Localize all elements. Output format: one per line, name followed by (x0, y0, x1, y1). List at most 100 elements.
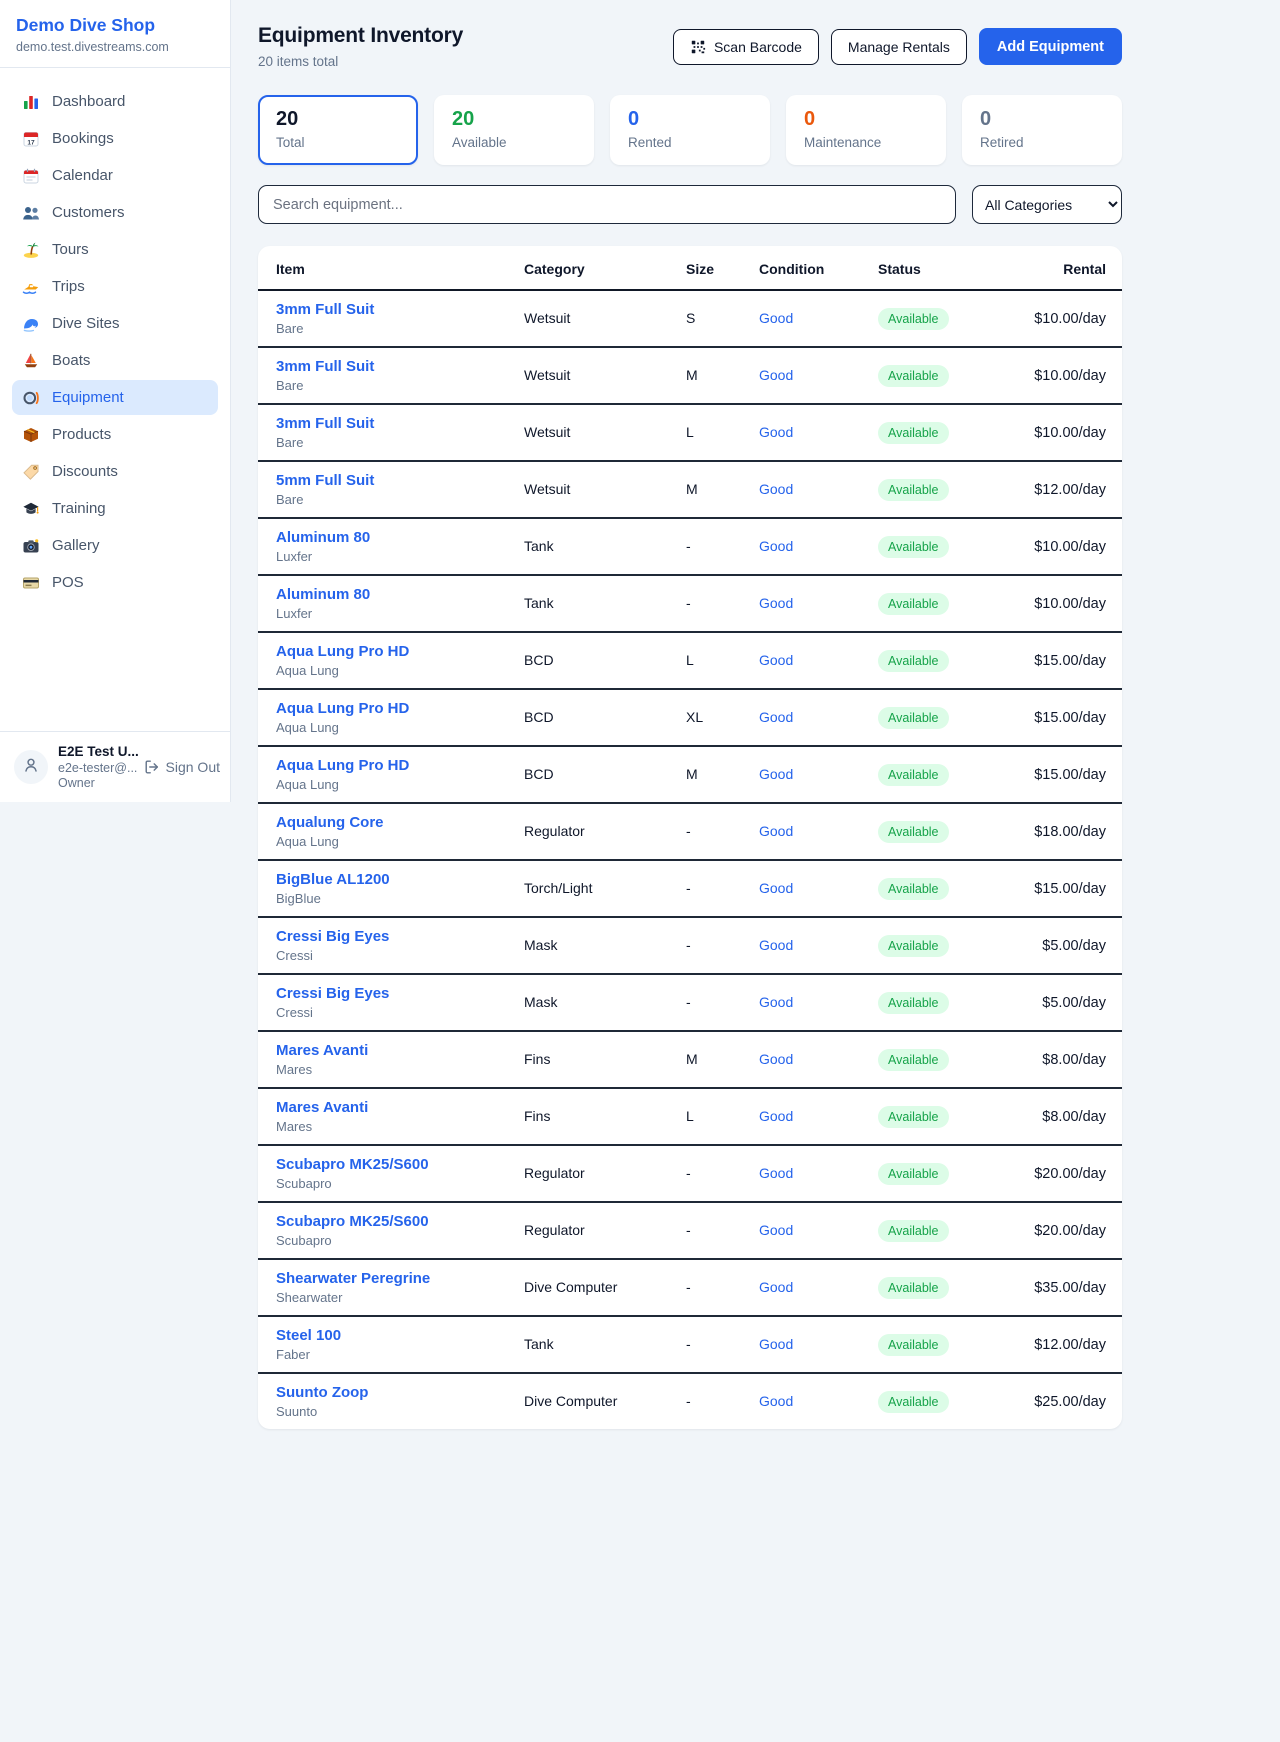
item-brand: Bare (276, 321, 304, 336)
item-name-link[interactable]: Mares Avanti (276, 1099, 369, 1116)
table-row: 3mm Full Suit Bare Wetsuit M Good Availa… (258, 347, 1122, 405)
size-cell: - (686, 537, 691, 554)
category-cell: Regulator (524, 822, 585, 839)
item-name-link[interactable]: Aqua Lung Pro HD (276, 757, 410, 774)
item-name-link[interactable]: Aqua Lung Pro HD (276, 700, 410, 717)
table-row: 3mm Full Suit Bare Wetsuit S Good Availa… (258, 290, 1122, 348)
sidebar-item-trips[interactable]: Trips (12, 269, 218, 304)
condition-link[interactable]: Good (759, 936, 794, 953)
sidebar-item-equipment[interactable]: Equipment (12, 380, 218, 415)
sidebar-item-boats[interactable]: Boats (12, 343, 218, 378)
rental-cell: $10.00/day (1034, 595, 1106, 612)
item-brand: Bare (276, 435, 304, 450)
stat-label: Maintenance (804, 135, 882, 150)
brand-domain: demo.test.divestreams.com (16, 40, 169, 54)
item-name-link[interactable]: 5mm Full Suit (276, 472, 375, 489)
condition-link[interactable]: Good (759, 822, 794, 839)
condition-link[interactable]: Good (759, 1278, 794, 1295)
sidebar-item-label: Trips (52, 278, 85, 295)
sidebar-item-pos[interactable]: POS (12, 565, 218, 600)
sidebar-item-discounts[interactable]: Discounts (12, 454, 218, 489)
category-select[interactable]: All Categories (972, 185, 1122, 224)
condition-link[interactable]: Good (759, 309, 794, 326)
sidebar-item-gallery[interactable]: Gallery (12, 528, 218, 563)
item-name-link[interactable]: Aluminum 80 (276, 529, 371, 546)
condition-link[interactable]: Good (759, 765, 794, 782)
condition-link[interactable]: Good (759, 879, 794, 896)
stat-card-maintenance[interactable]: 0 Maintenance (786, 95, 946, 165)
column-header-rental: Rental (1028, 246, 1122, 291)
size-cell: - (686, 822, 691, 839)
item-name-link[interactable]: Steel 100 (276, 1327, 342, 1344)
condition-link[interactable]: Good (759, 423, 794, 440)
table-row: BigBlue AL1200 BigBlue Torch/Light - Goo… (258, 860, 1122, 918)
size-cell: - (686, 594, 691, 611)
manage-rentals-button[interactable]: Manage Rentals (830, 28, 967, 65)
sidebar-user-section: E2E Test U... e2e-tester@... Owner Sign … (0, 731, 230, 802)
item-name-link[interactable]: Aqualung Core (276, 814, 384, 831)
sidebar-item-bookings[interactable]: 17 Bookings (12, 121, 218, 156)
sign-out-label: Sign Out (165, 759, 220, 775)
rental-cell: $5.00/day (1042, 994, 1106, 1011)
sidebar-item-tours[interactable]: Tours (12, 232, 218, 267)
item-name-link[interactable]: Cressi Big Eyes (276, 985, 390, 1002)
item-name-link[interactable]: Cressi Big Eyes (276, 928, 390, 945)
stat-card-available[interactable]: 20 Available (434, 95, 594, 165)
item-brand: Bare (276, 492, 304, 507)
category-cell: Regulator (524, 1221, 585, 1238)
stat-card-rented[interactable]: 0 Rented (610, 95, 770, 165)
item-name-link[interactable]: Scubapro MK25/S600 (276, 1156, 429, 1173)
item-name-link[interactable]: Mares Avanti (276, 1042, 369, 1059)
brand-name[interactable]: Demo Dive Shop (16, 15, 156, 35)
condition-link[interactable]: Good (759, 1107, 794, 1124)
sidebar-item-label: Bookings (52, 130, 114, 147)
item-name-link[interactable]: Suunto Zoop (276, 1384, 369, 1401)
item-name-link[interactable]: 3mm Full Suit (276, 415, 375, 432)
rental-cell: $20.00/day (1034, 1222, 1106, 1239)
sidebar-item-dashboard[interactable]: Dashboard (12, 84, 218, 119)
rental-cell: $25.00/day (1034, 1393, 1106, 1410)
dashboard-icon (22, 93, 40, 111)
add-equipment-button[interactable]: Add Equipment (978, 28, 1122, 65)
stat-label: Available (452, 135, 507, 150)
size-cell: - (686, 879, 691, 896)
item-name-link[interactable]: 3mm Full Suit (276, 358, 375, 375)
item-name-link[interactable]: Aqua Lung Pro HD (276, 643, 410, 660)
condition-link[interactable]: Good (759, 1221, 794, 1238)
condition-link[interactable]: Good (759, 1164, 794, 1181)
item-name-link[interactable]: Scubapro MK25/S600 (276, 1213, 429, 1230)
item-name-link[interactable]: Shearwater Peregrine (276, 1270, 431, 1287)
stat-card-total[interactable]: 20 Total (258, 95, 418, 165)
search-input[interactable] (258, 185, 956, 224)
sign-out-button[interactable]: Sign Out (144, 759, 220, 775)
sidebar-item-calendar[interactable]: Calendar (12, 158, 218, 193)
item-brand: Cressi (276, 948, 313, 963)
condition-link[interactable]: Good (759, 594, 794, 611)
sidebar-item-customers[interactable]: Customers (12, 195, 218, 230)
condition-link[interactable]: Good (759, 537, 794, 554)
sidebar-item-dive-sites[interactable]: Dive Sites (12, 306, 218, 341)
condition-link[interactable]: Good (759, 708, 794, 725)
column-header-category: Category (524, 246, 686, 291)
condition-link[interactable]: Good (759, 1335, 794, 1352)
condition-link[interactable]: Good (759, 651, 794, 668)
rental-cell: $18.00/day (1034, 823, 1106, 840)
condition-link[interactable]: Good (759, 1050, 794, 1067)
condition-link[interactable]: Good (759, 480, 794, 497)
item-brand: Shearwater (276, 1290, 343, 1305)
condition-link[interactable]: Good (759, 1392, 794, 1409)
sidebar-item-products[interactable]: Products (12, 417, 218, 452)
item-name-link[interactable]: 3mm Full Suit (276, 301, 375, 318)
equipment-table: Item Category Size Condition Status Rental 3m… (258, 246, 1122, 1429)
rental-cell: $15.00/day (1034, 652, 1106, 669)
svg-text:17: 17 (27, 139, 35, 146)
scan-barcode-button[interactable]: Scan Barcode (672, 28, 819, 65)
sidebar-item-training[interactable]: Training (12, 491, 218, 526)
status-badge: Available (878, 649, 949, 672)
item-name-link[interactable]: BigBlue AL1200 (276, 871, 390, 888)
condition-link[interactable]: Good (759, 366, 794, 383)
stat-card-retired[interactable]: 0 Retired (962, 95, 1122, 165)
sidebar-item-label: Dive Sites (52, 315, 120, 332)
item-name-link[interactable]: Aluminum 80 (276, 586, 371, 603)
condition-link[interactable]: Good (759, 993, 794, 1010)
